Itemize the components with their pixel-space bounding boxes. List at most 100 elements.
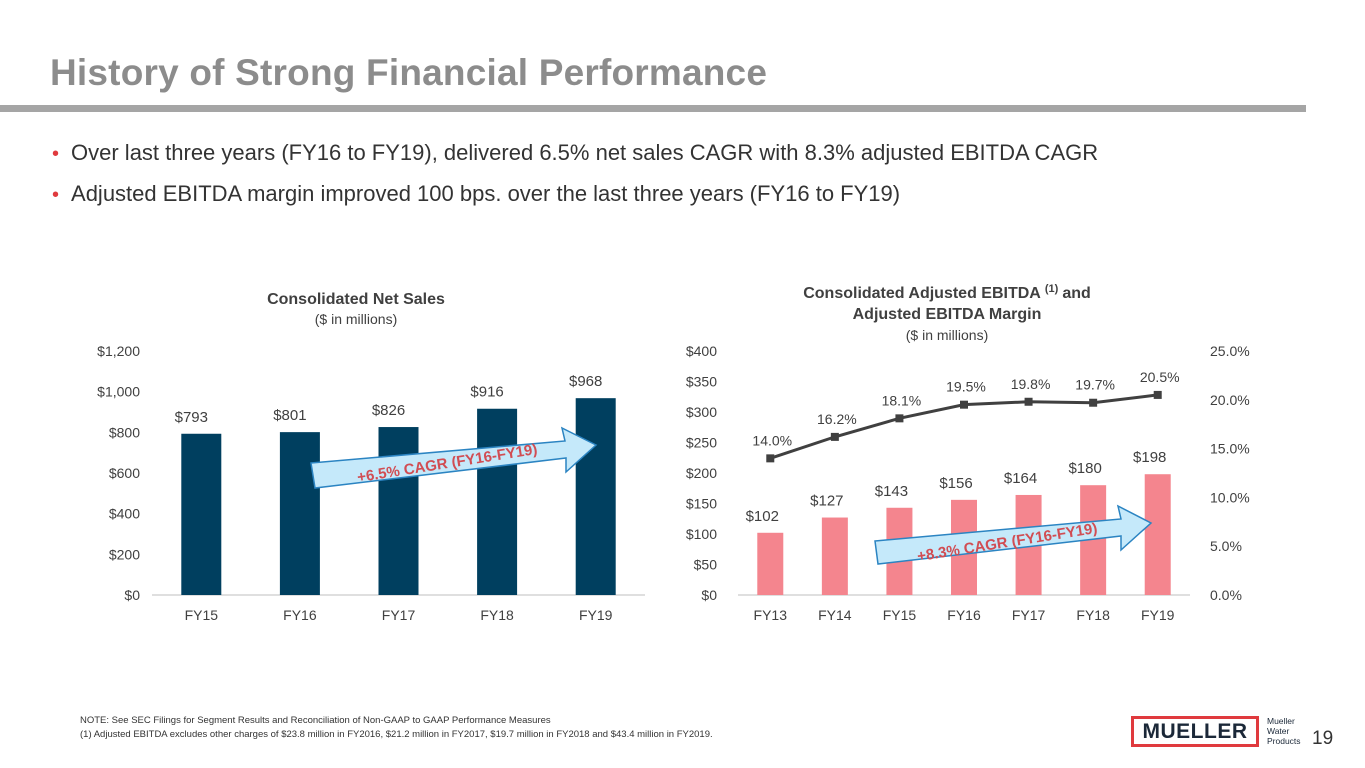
ebitda-value-label: $164 <box>1004 470 1037 487</box>
net-sales-cagr-arrow-shape <box>310 426 598 489</box>
ebitda-y-right-tick: 20.0% <box>1210 392 1250 408</box>
net-sales-value-label: $801 <box>273 407 306 424</box>
ebitda-cagr-arrow: +8.3% CAGR (FY16-FY19) <box>874 504 1153 565</box>
net-sales-cagr-arrow: +6.5% CAGR (FY16-FY19) <box>310 426 598 489</box>
footnote-note: NOTE: See SEC Filings for Segment Result… <box>80 715 551 726</box>
ebitda-x-tick: FY19 <box>1141 607 1175 623</box>
net-sales-bar <box>378 427 419 595</box>
net-sales-value-label: $826 <box>372 402 405 419</box>
net-sales-y-tick: $1,200 <box>97 343 140 359</box>
net-sales-y-tick: $400 <box>109 506 140 522</box>
ebitda-bar <box>821 517 848 595</box>
ebitda-x-tick: FY17 <box>1012 607 1046 623</box>
ebitda-value-label: $156 <box>939 475 972 492</box>
net-sales-x-tick: FY16 <box>283 607 317 623</box>
page-title: History of Strong Financial Performance <box>50 52 768 93</box>
ebitda-y-right-tick: 15.0% <box>1210 441 1250 457</box>
ebitda-y-left-tick: $400 <box>686 343 717 359</box>
ebitda-axis: $0 $50 $100 $150 $200 $250 $300 $350 $400 0.0% 5.0… <box>686 343 1250 603</box>
net-sales-x-tick: FY15 <box>185 607 219 623</box>
ebitda-value-label: $180 <box>1068 460 1101 477</box>
ebitda-margin-marker <box>1024 397 1033 406</box>
ebitda-x-tick: FY14 <box>818 607 852 623</box>
ebitda-value-label: $102 <box>746 508 779 525</box>
net-sales-y-tick: $600 <box>109 465 140 481</box>
ebitda-y-left-tick: $150 <box>686 496 717 512</box>
ebitda-margin-marker <box>1089 398 1098 407</box>
ebitda-y-right-tick: 25.0% <box>1210 343 1250 359</box>
ebitda-x-tick: FY15 <box>883 607 917 623</box>
ebitda-value-label: $127 <box>810 493 843 510</box>
ebitda-margin-marker <box>766 454 775 463</box>
ebitda-bar <box>1144 474 1171 595</box>
ebitda-y-left-tick: $200 <box>686 465 717 481</box>
ebitda-value-label: $143 <box>875 483 908 500</box>
ebitda-title: Consolidated Adjusted EBITDA (1) and <box>803 283 1091 302</box>
bullet-1: • Over last three years (FY16 to FY19), d… <box>52 140 1098 166</box>
net-sales-value-label: $916 <box>470 384 503 401</box>
net-sales-x-tick: FY18 <box>480 607 514 623</box>
ebitda-y-left-tick: $100 <box>686 526 717 542</box>
net-sales-bars <box>181 398 616 595</box>
bullet-dot-icon: • <box>52 184 60 206</box>
ebitda-y-left-tick: $0 <box>701 587 717 603</box>
ebitda-y-right-tick: 0.0% <box>1210 587 1242 603</box>
net-sales-title: Consolidated Net Sales <box>267 291 445 308</box>
ebitda-y-left-tick: $250 <box>686 435 717 451</box>
net-sales-y-tick: $800 <box>109 424 140 440</box>
bullet-1-text: Over last three years (FY16 to FY19), de… <box>71 140 1099 165</box>
logo-line-1: Mueller <box>1267 716 1295 726</box>
ebitda-margin-marker <box>895 414 904 423</box>
net-sales-y-tick: $1,000 <box>97 384 140 400</box>
page-number: 19 <box>1312 728 1334 749</box>
ebitda-title-and: and <box>1062 285 1090 302</box>
ebitda-title-sup: (1) <box>1045 283 1059 295</box>
ebitda-labels: FY13 $102 FY14 $127 FY15 $143 FY16 $156 FY17 $164… <box>746 369 1180 623</box>
ebitda-x-tick: FY13 <box>754 607 788 623</box>
ebitda-value-label: $198 <box>1133 449 1166 466</box>
ebitda-y-left-tick: $350 <box>686 374 717 390</box>
net-sales-bar <box>575 398 616 595</box>
net-sales-value-label: $968 <box>569 373 602 390</box>
ebitda-margin-label: 20.5% <box>1140 369 1180 385</box>
ebitda-margin-label: 16.2% <box>817 411 857 427</box>
net-sales-x-tick: FY19 <box>579 607 613 623</box>
ebitda-title-line1: Consolidated Adjusted EBITDA <box>803 285 1041 302</box>
net-sales-bar <box>477 408 518 595</box>
net-sales-axis: $0 $200 $400 $600 $800 $1,000 $1,200 <box>97 343 645 603</box>
ebitda-margin-marker <box>830 432 839 441</box>
ebitda-margin-label: 19.7% <box>1075 377 1115 393</box>
ebitda-x-tick: FY16 <box>947 607 981 623</box>
bullet-2: • Adjusted EBITDA margin improved 100 bps… <box>52 181 900 207</box>
mueller-logo: MUELLER <box>1131 716 1259 747</box>
bullet-dot-icon: • <box>52 143 60 165</box>
net-sales-bar <box>279 432 320 595</box>
net-sales-labels: FY15 $793 FY16 $801 FY17 $826 FY18 $916 FY19 $968 <box>175 373 613 623</box>
ebitda-cagr-arrow-shape <box>874 504 1153 565</box>
ebitda-bar <box>757 532 784 595</box>
title-divider <box>0 105 1306 112</box>
ebitda-y-right-tick: 10.0% <box>1210 489 1250 505</box>
ebitda-y-left-tick: $300 <box>686 404 717 420</box>
net-sales-subtitle: ($ in millions) <box>315 311 397 327</box>
ebitda-title-line2: Adjusted EBITDA Margin <box>853 306 1042 323</box>
logo-line-2: Water <box>1267 726 1290 736</box>
net-sales-y-tick: $200 <box>109 546 140 562</box>
net-sales-x-tick: FY17 <box>382 607 416 623</box>
mueller-logo-text: Mueller Water Products <box>1267 716 1301 746</box>
ebitda-margin-label: 19.5% <box>946 379 986 395</box>
net-sales-y-tick: $0 <box>124 587 140 603</box>
net-sales-value-label: $793 <box>175 409 208 426</box>
mueller-logo-word: MUELLER <box>1142 719 1248 743</box>
ebitda-y-left-tick: $50 <box>694 557 718 573</box>
ebitda-margin-line <box>766 390 1162 463</box>
ebitda-y-right-tick: 5.0% <box>1210 538 1242 554</box>
ebitda-margin-label: 18.1% <box>882 392 922 408</box>
ebitda-margin-marker <box>1153 390 1162 399</box>
ebitda-margin-label: 19.8% <box>1011 376 1051 392</box>
net-sales-bar <box>181 433 222 595</box>
footnote-1: (1) Adjusted EBITDA excludes other charg… <box>80 729 713 740</box>
ebitda-x-tick: FY18 <box>1076 607 1110 623</box>
logo-line-3: Products <box>1267 736 1301 746</box>
